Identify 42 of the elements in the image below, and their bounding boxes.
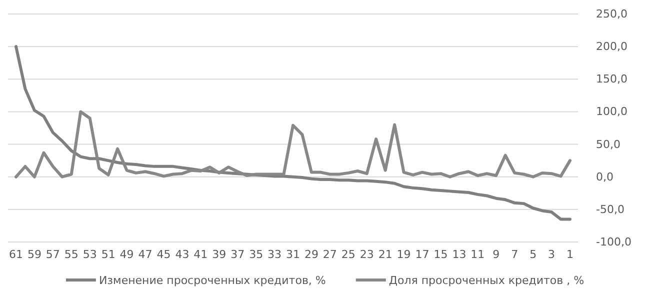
- x-tick-label: 17: [415, 248, 430, 261]
- x-tick-label: 23: [360, 248, 374, 261]
- x-tick-label: 15: [434, 248, 448, 261]
- x-tick-label: 9: [492, 248, 500, 261]
- x-tick-label: 5: [530, 248, 537, 261]
- legend-label: Доля просроченных кредитов , %: [388, 274, 584, 287]
- x-tick-label: 39: [212, 248, 226, 261]
- line-series: [14, 45, 572, 221]
- y-tick-label: 200,0: [596, 40, 628, 54]
- y-tick-label: -100,0: [596, 236, 632, 249]
- y-tick-label: 0,0: [596, 170, 614, 184]
- x-tick-label: 57: [46, 248, 60, 261]
- x-tick-label: 55: [64, 248, 78, 261]
- x-tick-label: 37: [230, 248, 245, 261]
- x-tick-label: 35: [249, 248, 264, 261]
- legend-label: Изменение просроченных кредитов, %: [98, 274, 326, 287]
- x-tick-label: 7: [511, 248, 518, 261]
- x-tick-label: 45: [156, 248, 171, 261]
- x-tick-label: 43: [175, 248, 190, 261]
- y-tick-label: 150,0: [596, 72, 628, 86]
- x-tick-label: 41: [194, 248, 208, 261]
- x-tick-label: 33: [268, 248, 282, 261]
- y-tick-label: 250,0: [596, 8, 628, 21]
- x-tick-label: 47: [138, 248, 152, 261]
- x-tick-label: 25: [341, 248, 356, 261]
- y-tick-label: 100,0: [596, 105, 628, 118]
- x-tick-label: 61: [9, 248, 23, 261]
- x-tick-label: 11: [470, 248, 485, 261]
- x-tick-label: 29: [304, 248, 318, 261]
- x-tick-label: 1: [566, 248, 574, 261]
- x-tick-label: 53: [82, 248, 97, 261]
- x-tick-label: 21: [378, 248, 392, 261]
- x-tick-label: 49: [120, 248, 134, 261]
- x-tick-label: 51: [101, 248, 116, 261]
- x-tick-label: 59: [27, 248, 42, 261]
- x-tick-label: 31: [286, 248, 300, 261]
- y-tick-label: -50,0: [596, 202, 624, 216]
- x-tick-label: 13: [452, 248, 466, 261]
- x-tick-label: 3: [548, 248, 556, 261]
- x-tick-label: 19: [396, 248, 411, 261]
- x-tick-label: 27: [322, 248, 337, 261]
- y-tick-label: 50,0: [596, 138, 620, 151]
